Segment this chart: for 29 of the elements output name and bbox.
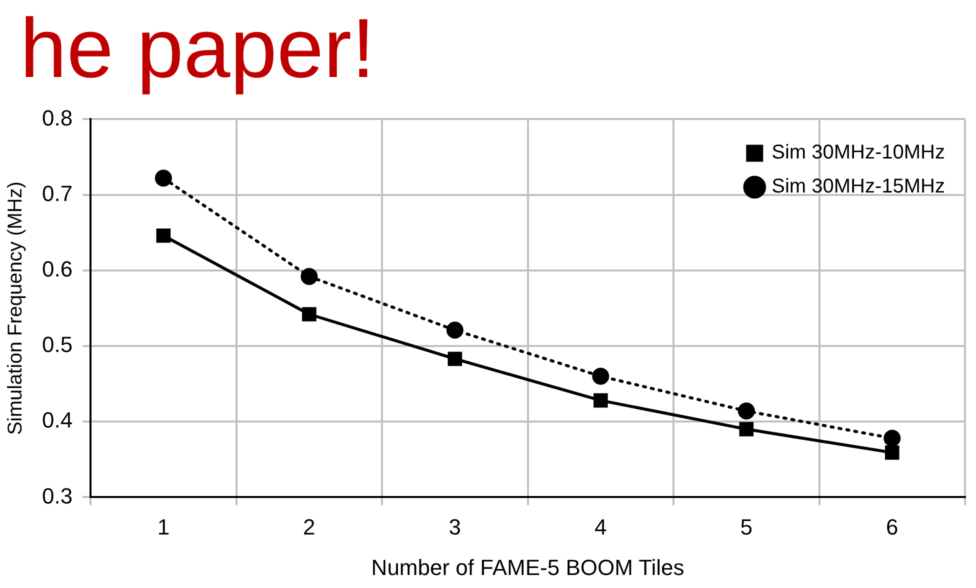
x-tick-label: 1 [157, 514, 170, 540]
x-tick-label: 2 [303, 514, 316, 540]
text: he paper! [20, 1, 375, 95]
point [739, 422, 754, 436]
x-tick-label: 4 [594, 514, 607, 540]
y-tick-label: 0.4 [42, 408, 73, 433]
point [448, 352, 462, 366]
point [592, 368, 610, 385]
y-axis-title: Simulation Frequency (MHz) [4, 181, 27, 435]
point [594, 393, 608, 408]
legend-label: Sim 30MHz-10MHz [772, 142, 945, 164]
x-tick-label: 6 [886, 514, 898, 540]
x-tick-label: 3 [448, 514, 462, 540]
y-tick-label: 0.7 [42, 180, 73, 206]
y-tick-label: 0.8 [42, 105, 73, 130]
y-tick-label: 0.6 [42, 256, 73, 282]
x-tick-label: 5 [740, 514, 753, 540]
x-axis-title: Number of FAME-5 BOOM Tiles [371, 554, 684, 580]
point [884, 430, 901, 447]
point [884, 445, 900, 460]
point [302, 307, 316, 322]
y-tick-label: 0.3 [42, 483, 73, 508]
point [154, 170, 172, 187]
point [156, 228, 171, 243]
point [300, 268, 318, 285]
point [446, 322, 464, 339]
point [738, 402, 755, 420]
legend-label: Sim 30MHz-15MHz [772, 176, 945, 198]
y-tick-label: 0.5 [42, 332, 73, 358]
